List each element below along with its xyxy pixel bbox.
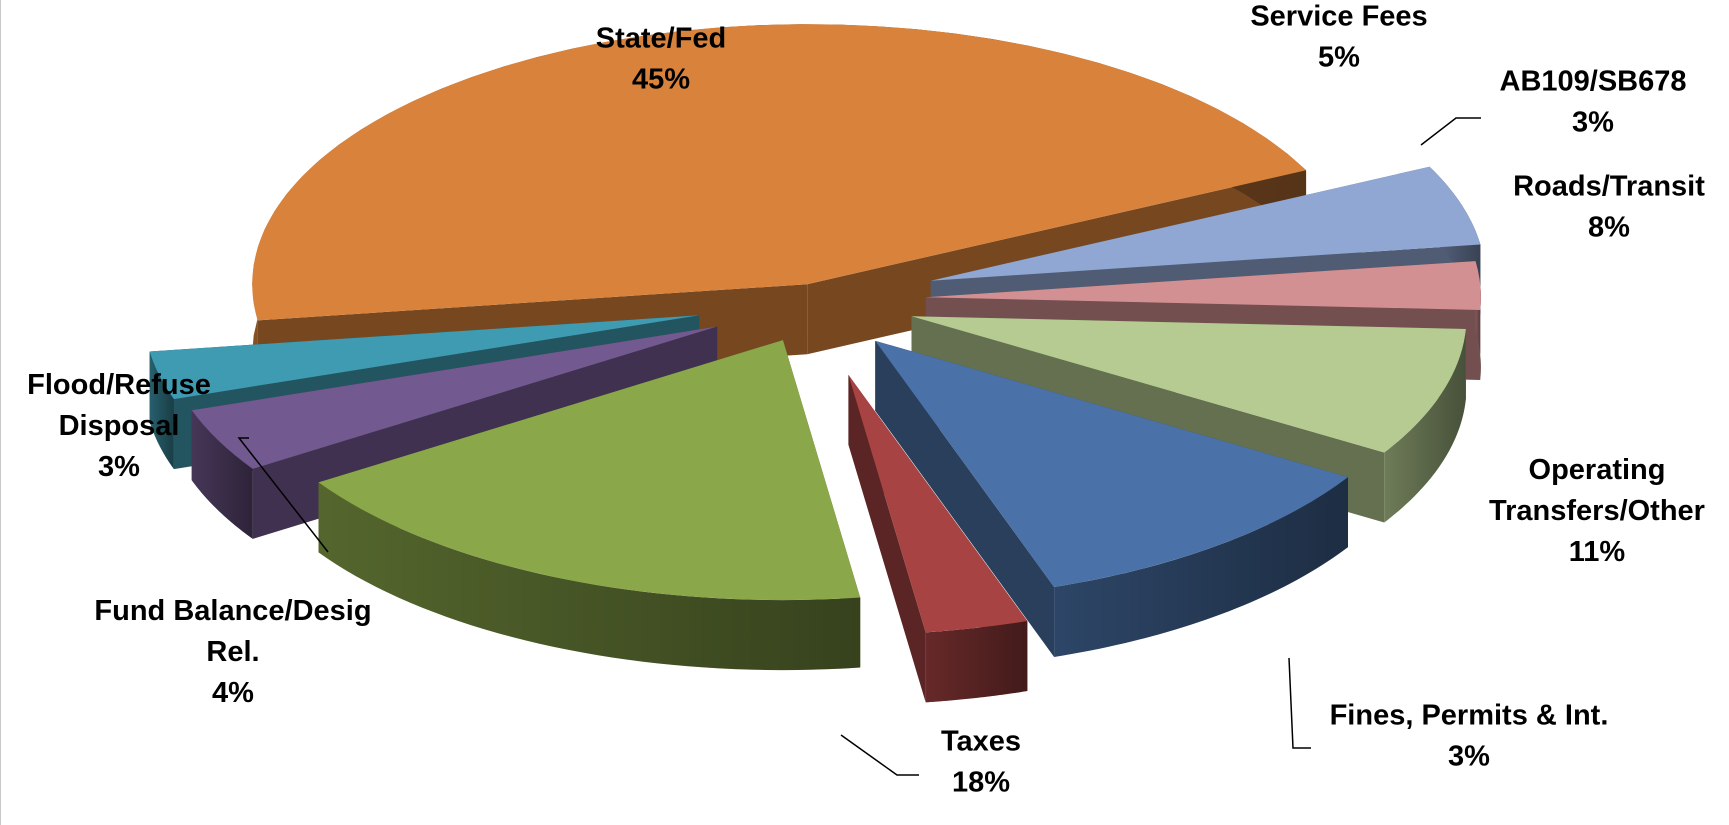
data-label-name: Operating [1529,454,1666,486]
slice-side-wall [875,340,1055,657]
data-label-percent: 18% [952,767,1010,799]
data-label-state-fed: State/Fed 45% [596,23,727,96]
slice-top [149,315,700,400]
data-label-name: Fund Balance/Desig [94,595,371,627]
data-label-percent: 5% [1318,42,1360,74]
leader-line [1420,117,1481,146]
data-label-name: Fines, Permits & Int. [1330,700,1609,732]
data-label-fund-balance-desig-rel: Fund Balance/Desig Rel. 4% [94,595,371,709]
slice-rim-shade [1384,328,1466,523]
data-label-percent: 11% [1569,536,1626,568]
data-label-percent: 3% [1448,741,1490,773]
data-label-service-fees: Service Fees 5% [1250,1,1427,74]
slice-top [925,261,1481,310]
slices-layer [149,24,1481,703]
slice-rim-shade [191,410,253,539]
slice-top [848,374,1028,633]
slice-rim-shade [925,621,1028,703]
data-labels: State/Fed 45% Service Fees 5% AB109/SB678 3% R… [27,1,1705,799]
slice-top [191,326,718,469]
data-label-percent: 3% [1572,107,1614,139]
data-label-flood-refuse-disposal: Flood/Refuse Disposal 3% [27,369,211,483]
slice-top [318,340,861,601]
data-label-name: Disposal [59,410,180,442]
slice-side-wall [848,374,926,703]
data-label-name: State/Fed [596,23,727,55]
slice-top [875,340,1348,587]
data-label-name: Roads/Transit [1513,171,1705,203]
leader-line [840,734,919,776]
data-label-ab109-sb678: AB109/SB678 3% [1500,66,1687,139]
pie-slice-fines-permits-int [848,374,1028,703]
data-label-percent: 8% [1588,212,1630,244]
data-label-taxes: Taxes 18% [941,726,1021,799]
slice-rim-shade [149,351,174,470]
data-label-fines-permits-int: Fines, Permits & Int. 3% [1330,700,1609,773]
pie-slice-taxes [318,340,861,671]
data-label-percent: 45% [632,64,690,96]
data-label-name: Service Fees [1250,1,1427,33]
data-label-operating-transfers-other: Operating Transfers/Other 11% [1489,454,1705,568]
data-label-percent: 3% [98,451,140,483]
data-label-name: Taxes [941,726,1021,758]
leader-lines [237,117,1481,776]
slice-top [252,24,1307,321]
data-label-name: Rel. [206,636,259,668]
data-label-name: Flood/Refuse [27,369,211,401]
slice-side-wall [149,315,700,422]
slice-rim-shade [318,482,861,671]
leader-line [237,437,329,553]
data-label-name: Transfers/Other [1489,495,1705,527]
slice-rim-shade [1054,477,1348,657]
leader-line [1288,657,1311,749]
data-label-roads-transit: Roads/Transit 8% [1513,171,1705,244]
slice-top [930,166,1481,281]
pie-slice-operating-transfers-other [875,340,1348,657]
data-label-name: AB109/SB678 [1500,66,1687,98]
slice-top [911,316,1466,453]
data-label-percent: 4% [212,677,254,709]
